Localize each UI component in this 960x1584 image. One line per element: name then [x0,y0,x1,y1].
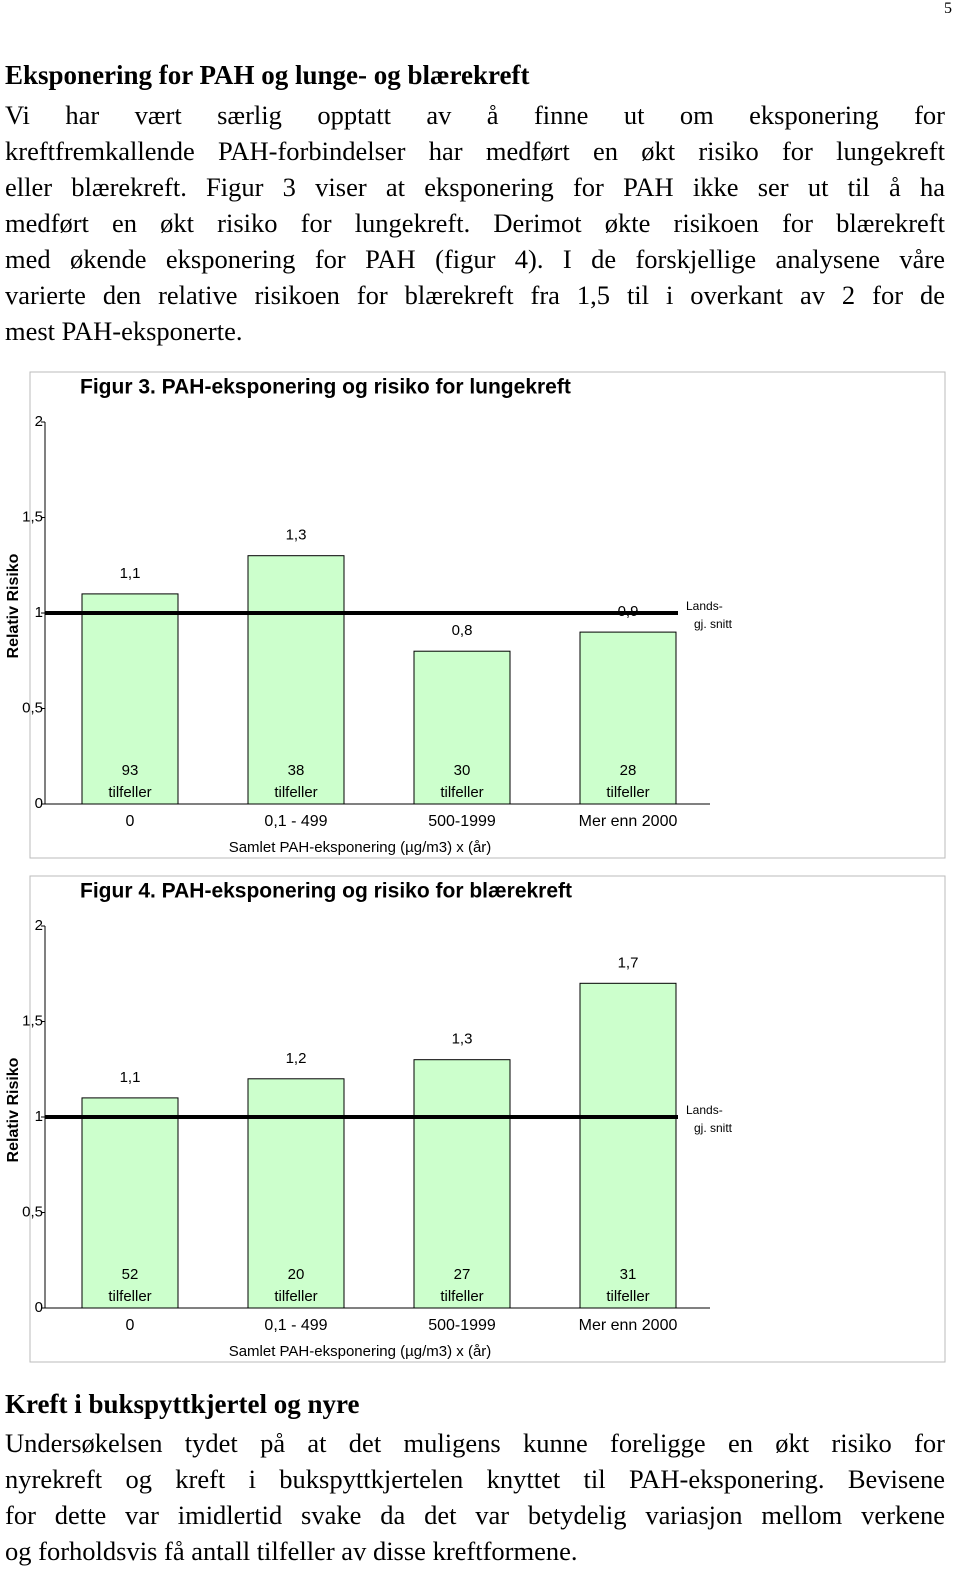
text-line: varierte den relative risikoen for blære… [5,280,945,310]
case-label: tilfeller [440,1288,483,1305]
y-tick-label: 0 [35,795,43,812]
chart-frame [29,875,946,1363]
text-line: med økende eksponering for PAH (figur 4)… [5,244,945,274]
case-count: 20 [288,1266,305,1283]
case-count: 30 [454,762,471,779]
bar [579,982,677,1309]
chart-title: Figur 4. PAH-eksponering og risiko for b… [80,880,572,903]
x-tick-label: Mer enn 2000 [579,813,678,830]
text-line: eller blærekreft. Figur 3 viser at ekspo… [5,172,945,202]
case-count: 31 [620,1266,637,1283]
y-axis-title: Relativ Risiko [5,1057,22,1162]
case-count: 27 [454,1266,471,1283]
y-tick-label: 1,5 [22,508,43,525]
case-count: 93 [122,762,139,779]
y-tick-label: 2 [35,413,43,430]
paragraph: Undersøkelsen tydet på at det muligens k… [5,1425,945,1569]
x-axis-title: Samlet PAH-eksponering (µg/m3) x (år) [229,839,492,856]
text-line: mest PAH-eksponerte. [5,316,243,346]
x-tick-label: 0 [126,1317,135,1334]
text-line: Vi har vært særlig opptatt av å finne ut… [5,100,945,130]
reference-label: Lands- [686,599,723,613]
reference-label: gj. snitt [694,617,733,631]
heading: Kreft i bukspyttkjertel og nyre [5,1389,360,1419]
x-tick-label: 0 [126,813,135,830]
y-tick-label: 0,5 [22,1203,43,1220]
text-line: nyrekreft og kreft i bukspyttkjertelen k… [5,1464,945,1494]
case-count: 52 [122,1266,139,1283]
y-tick-label: 2 [35,917,43,934]
y-tick-label: 1,5 [22,1012,43,1029]
y-tick-label: 1 [35,1108,43,1125]
y-tick-label: 0 [35,1299,43,1316]
x-tick-label: Mer enn 2000 [579,1317,678,1334]
y-tick-label: 0,5 [22,699,43,716]
value-label: 1,2 [286,1050,307,1067]
paragraph: Vi har vært særlig opptatt av å finne ut… [5,97,945,349]
case-label: tilfeller [274,784,317,801]
case-label: tilfeller [606,784,649,801]
bar [247,555,345,805]
y-axis-title: Relativ Risiko [5,553,22,658]
case-label: tilfeller [108,1288,151,1305]
bar [413,650,511,805]
case-count: 28 [620,762,637,779]
reference-label: gj. snitt [694,1121,733,1135]
x-tick-label: 0,1 - 499 [264,813,327,830]
text-line: medført en økt risiko for lungekreft. De… [5,208,945,238]
chart: Figur 4. PAH-eksponering og risiko for b… [5,875,946,1363]
text-line: for dette var imidlertid svake da det va… [5,1500,945,1530]
value-label: 0,8 [452,622,473,639]
page-number: 5 [944,0,952,17]
reference-label: Lands- [686,1103,723,1117]
bar [413,1059,511,1309]
chart-frame [29,371,946,859]
case-label: tilfeller [274,1288,317,1305]
x-axis-title: Samlet PAH-eksponering (µg/m3) x (år) [229,1343,492,1360]
case-label: tilfeller [440,784,483,801]
chart: Figur 3. PAH-eksponering og risiko for l… [5,371,946,859]
bar [81,1097,179,1309]
bar [81,593,179,805]
text-line: kreftfremkallende PAH-forbindelser har m… [5,136,945,166]
text-line: Undersøkelsen tydet på at det muligens k… [5,1428,945,1458]
heading: Eksponering for PAH og lunge- og blærekr… [5,60,530,90]
value-label: 1,3 [452,1031,473,1048]
case-label: tilfeller [108,784,151,801]
chart-title: Figur 3. PAH-eksponering og risiko for l… [80,376,571,399]
case-count: 38 [288,762,305,779]
bar [579,631,677,805]
case-label: tilfeller [606,1288,649,1305]
x-tick-label: 0,1 - 499 [264,1317,327,1334]
value-label: 1,1 [120,1069,141,1086]
y-tick-label: 1 [35,604,43,621]
value-label: 1,7 [618,954,639,971]
text-line: og forholdsvis få antall tilfeller av di… [5,1536,578,1566]
x-tick-label: 500-1999 [428,1317,496,1334]
value-label: 1,1 [120,565,141,582]
x-tick-label: 500-1999 [428,813,496,830]
value-label: 1,3 [286,527,307,544]
